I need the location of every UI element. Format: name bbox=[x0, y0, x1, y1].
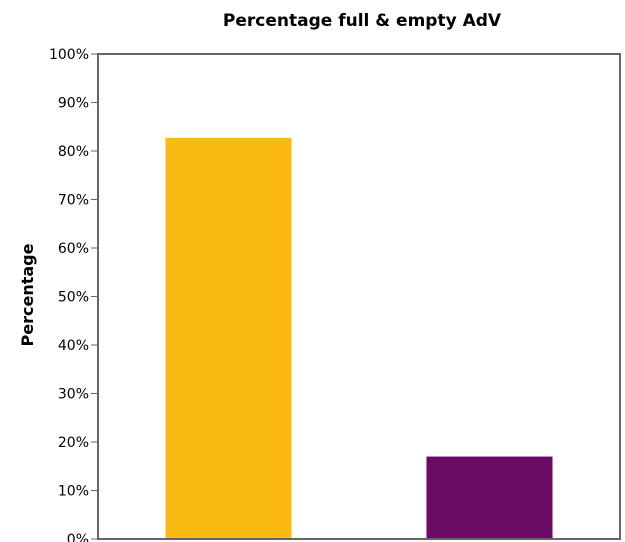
y-tick-label: 20% bbox=[58, 435, 89, 451]
y-tick-label: 70% bbox=[58, 193, 89, 209]
bar-2 bbox=[426, 456, 553, 539]
y-tick-label: 30% bbox=[58, 387, 89, 403]
bars bbox=[165, 137, 553, 539]
y-tick-label: 0% bbox=[67, 532, 89, 542]
y-tick-label: 90% bbox=[58, 96, 89, 112]
y-tick-label: 50% bbox=[58, 290, 89, 306]
y-tick-label: 100% bbox=[49, 47, 89, 63]
y-tick-label: 60% bbox=[58, 241, 89, 257]
y-tick-label: 10% bbox=[58, 484, 89, 500]
chart-title: Percentage full & empty AdV bbox=[223, 11, 502, 31]
y-tick-label: 80% bbox=[58, 144, 89, 160]
y-axis-label: Percentage bbox=[18, 243, 37, 346]
plot-frame bbox=[97, 53, 621, 540]
bar-1 bbox=[165, 137, 292, 539]
y-axis-ticks: 0% 10% 20% 30% 40% 50% 60% 70% 80% 90% 100% bbox=[49, 47, 98, 542]
y-tick-label: 40% bbox=[58, 338, 89, 354]
